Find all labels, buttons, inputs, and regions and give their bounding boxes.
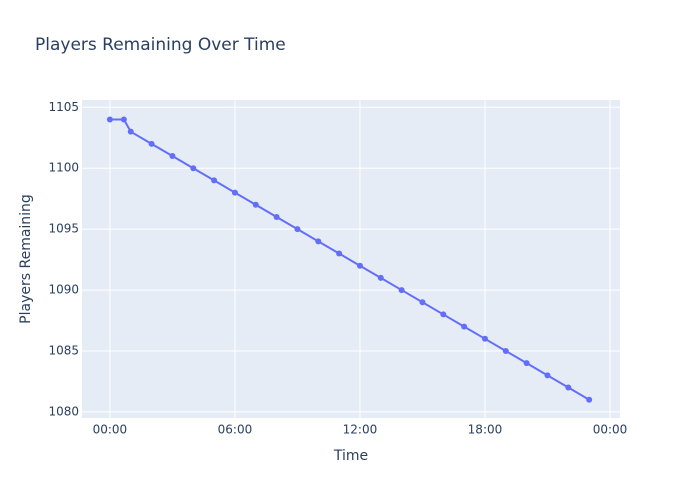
point: [481, 335, 488, 342]
point: [315, 238, 322, 245]
point: [586, 396, 593, 403]
x-tick-label: 06:00: [218, 423, 253, 437]
point: [190, 165, 197, 172]
x-tick-label: 00:00: [593, 423, 628, 437]
point: [398, 287, 405, 294]
point: [502, 347, 509, 354]
x-tick-label: 18:00: [468, 423, 503, 437]
y-axis-title: Players Remaining: [18, 194, 34, 324]
y-tick-label: 1100: [48, 161, 79, 175]
point: [148, 140, 155, 147]
point: [252, 201, 259, 208]
point: [544, 372, 551, 379]
point: [169, 153, 176, 160]
x-axis-title: Time: [333, 448, 368, 464]
point: [106, 116, 113, 123]
point: [356, 262, 363, 269]
y-tick-label: 1080: [48, 404, 79, 418]
point: [565, 384, 572, 391]
point: [273, 213, 280, 220]
chart-title: Players Remaining Over Time: [35, 35, 286, 55]
point: [231, 189, 238, 196]
x-tick-label: 00:00: [93, 423, 128, 437]
point: [120, 116, 127, 123]
y-tick-label: 1085: [48, 343, 79, 357]
point: [294, 226, 301, 233]
y-tick-label: 1105: [48, 100, 79, 114]
y-tick-label: 1090: [48, 283, 79, 297]
x-tick-label: 12:00: [343, 423, 378, 437]
point: [127, 128, 134, 135]
point: [377, 274, 384, 281]
point: [211, 177, 218, 184]
point: [461, 323, 468, 330]
point: [523, 360, 530, 367]
point: [440, 311, 447, 318]
point: [419, 299, 426, 306]
y-tick-label: 1095: [48, 222, 79, 236]
point: [336, 250, 343, 257]
